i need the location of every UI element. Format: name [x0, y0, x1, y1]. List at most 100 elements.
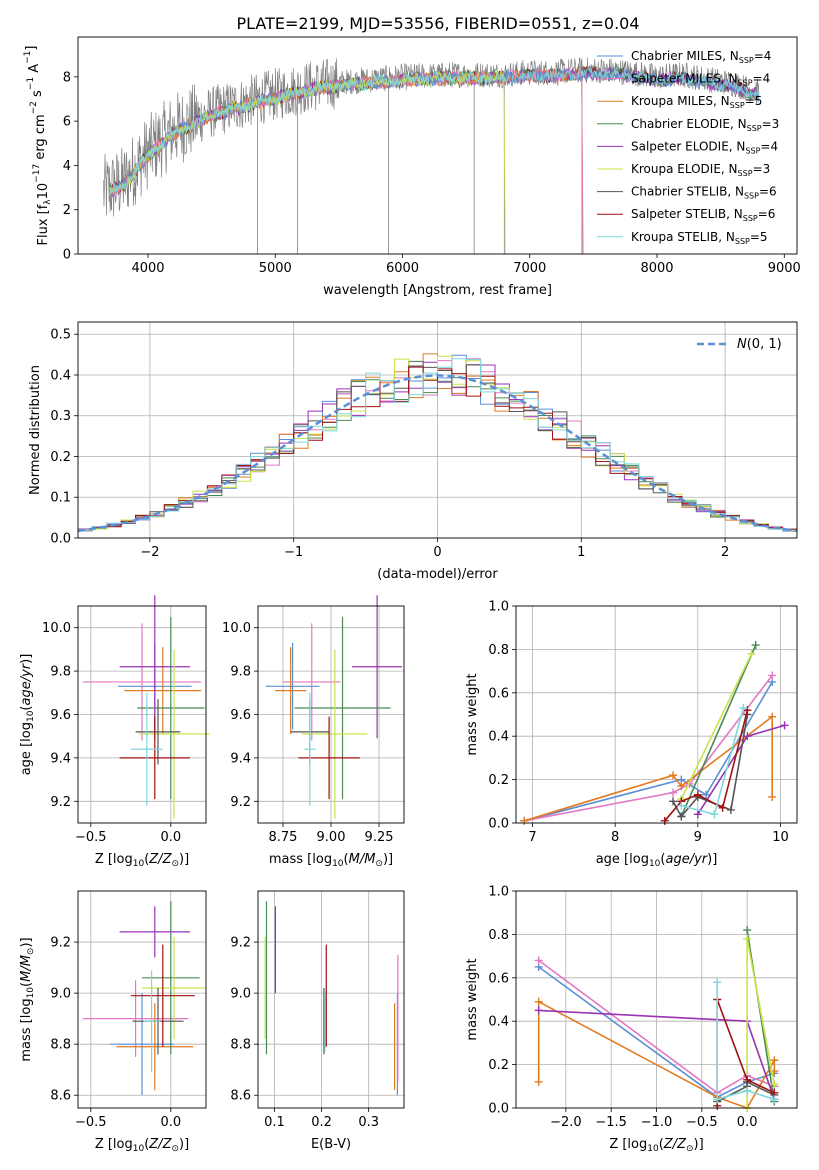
weight-marker [739, 703, 748, 712]
spectrum-axes: 4000 5000 6000 7000 8000 9000 0 2 4 6 8 Chabrier MI… [23, 36, 801, 298]
y-tick-label: 0.0 [50, 532, 71, 547]
y-tick-label: 0.4 [50, 368, 71, 383]
spectrum-y-label: Flux [fλ10−17 erg cm−2 s−1 A−1] [23, 46, 53, 246]
weight-line-kroupa-elodie [680, 653, 753, 800]
age-vs-Z-axes: −0.5 0.0 9.2 9.4 9.6 9.8 10.0 Z [log10(Z/Z⊙)] ag… [19, 595, 210, 869]
weight-line-chabrier-elodie [680, 644, 757, 817]
y-tick-label: 10.0 [42, 621, 71, 636]
age-vs-Z-y-label: age [log10(age/yr)] [19, 654, 36, 776]
weight-line-salpeter-miles [538, 959, 775, 1094]
weight-marker [751, 641, 760, 650]
x-tick-label: 0.2 [311, 1115, 332, 1130]
y-tick-label: 9.4 [50, 751, 71, 766]
x-tick-label: 7 [528, 830, 536, 845]
spectrum-plot-area [103, 57, 760, 254]
x-tick-label: 0.0 [160, 830, 181, 845]
mass-vs-ebv-frame [257, 890, 405, 1109]
weight-marker [534, 1077, 543, 1086]
mass-vs-Z-frame [77, 890, 207, 1109]
x-tick-label: −0.5 [75, 830, 107, 845]
y-tick-label: 9.8 [230, 665, 251, 680]
x-tick-label: 1 [577, 545, 585, 560]
y-tick-label: 8.8 [50, 1038, 71, 1053]
mass-vs-ebv-points [264, 901, 399, 1096]
weight-marker [770, 1056, 779, 1065]
mass-weight-vs-Z-axes: −2.0 −1.5 −1.0 −0.5 0.0 0.0 0.2 0.4 0.6 0.8 1.0 Z [… [465, 885, 798, 1154]
y-tick-label: 0.8 [488, 928, 509, 943]
y-tick-label: 1.0 [488, 600, 509, 615]
weight-marker [743, 732, 752, 741]
y-tick-label: 9.4 [230, 751, 251, 766]
spectrum-legend: Chabrier MILES, NSSP=4 Salpeter MILES, NS… [597, 49, 779, 246]
weight-marker [743, 934, 752, 943]
x-tick-label: −0.5 [686, 1115, 718, 1130]
weight-marker [770, 1080, 779, 1089]
x-tick-label: −2 [140, 545, 159, 560]
weight-marker [780, 721, 789, 730]
histogram-y-label: Normed distribution [28, 365, 43, 495]
y-tick-label: 2 [63, 203, 71, 218]
mass-weight-vs-Z-lines [534, 926, 779, 1112]
y-tick-label: 4 [63, 159, 71, 174]
x-tick-label: 5000 [259, 261, 292, 276]
x-tick-label: 0.3 [358, 1115, 379, 1130]
model-line-kroupa-stelib [109, 65, 760, 194]
weight-marker [669, 788, 678, 797]
weight-marker [743, 1075, 752, 1084]
legend-label: Chabrier STELIB, NSSP=6 [631, 185, 777, 201]
weight-marker [693, 810, 702, 819]
y-tick-label: 8.8 [230, 1038, 251, 1053]
weight-marker [534, 1006, 543, 1015]
x-tick-label: 8.75 [268, 830, 297, 845]
x-tick-label: 4000 [131, 261, 164, 276]
y-tick-label: 9.6 [230, 708, 251, 723]
y-tick-label: 0.6 [488, 971, 509, 986]
age-vs-mass-x-label: mass [log10(M/M⊙)] [269, 852, 393, 869]
y-tick-label: 8.6 [230, 1089, 251, 1104]
weight-line-chabrier-miles [538, 966, 775, 1099]
mass-weight-vs-age-axes: 7 8 9 10 0.0 0.2 0.4 0.6 0.8 1.0 age [log10(age/yr… [465, 600, 798, 869]
y-tick-label: 0.5 [50, 328, 71, 343]
y-tick-label: 0.0 [488, 1102, 509, 1117]
normal-distribution-line [78, 374, 797, 533]
weight-marker [726, 805, 735, 814]
y-tick-label: 8.6 [50, 1089, 71, 1104]
y-tick-label: 6 [63, 115, 71, 130]
mass-weight-vs-age-lines [520, 641, 789, 825]
x-tick-label: 7000 [513, 261, 546, 276]
weight-marker [743, 1086, 752, 1095]
weight-marker [677, 782, 686, 791]
x-tick-label: 8000 [640, 261, 673, 276]
weight-marker [768, 712, 777, 721]
weight-marker [534, 956, 543, 965]
x-tick-label: −1 [284, 545, 303, 560]
mass-vs-Z-points [82, 901, 206, 1096]
x-tick-label: 0 [433, 545, 441, 560]
mass-vs-ebv-x-label: E(B-V) [311, 1137, 351, 1152]
y-tick-label: 0.4 [488, 1015, 509, 1030]
legend-label: Kroupa ELODIE, NSSP=3 [631, 162, 770, 178]
age-vs-Z-frame [77, 605, 207, 824]
legend-label: Salpeter MILES, NSSP=4 [631, 72, 770, 88]
weight-marker [713, 1095, 722, 1104]
weight-marker [702, 790, 711, 799]
y-tick-label: 0.3 [50, 409, 71, 424]
age-vs-Z-points [82, 595, 210, 819]
weight-marker [677, 812, 686, 821]
mass-weight-vs-age-y-label: mass weight [465, 673, 480, 755]
age-vs-mass-frame [257, 605, 405, 824]
x-tick-label: −2.0 [550, 1115, 582, 1130]
y-tick-label: 9.2 [50, 936, 71, 951]
y-tick-label: 0.2 [488, 1058, 509, 1073]
x-tick-label: 2 [721, 545, 729, 560]
age-vs-mass-axes: 8.75 9.00 9.25 9.2 9.4 9.6 9.8 10.0 mass [log10(… [222, 595, 405, 869]
weight-line-kroupa-stelib [716, 982, 775, 1101]
x-tick-label: 10 [772, 830, 789, 845]
legend-label-normal: N(0, 1) [737, 337, 782, 352]
x-tick-label: 0.1 [264, 1115, 285, 1130]
weight-marker [743, 926, 752, 935]
y-tick-label: 9.8 [50, 665, 71, 680]
weight-marker [713, 978, 722, 987]
y-tick-label: 0 [63, 248, 71, 263]
